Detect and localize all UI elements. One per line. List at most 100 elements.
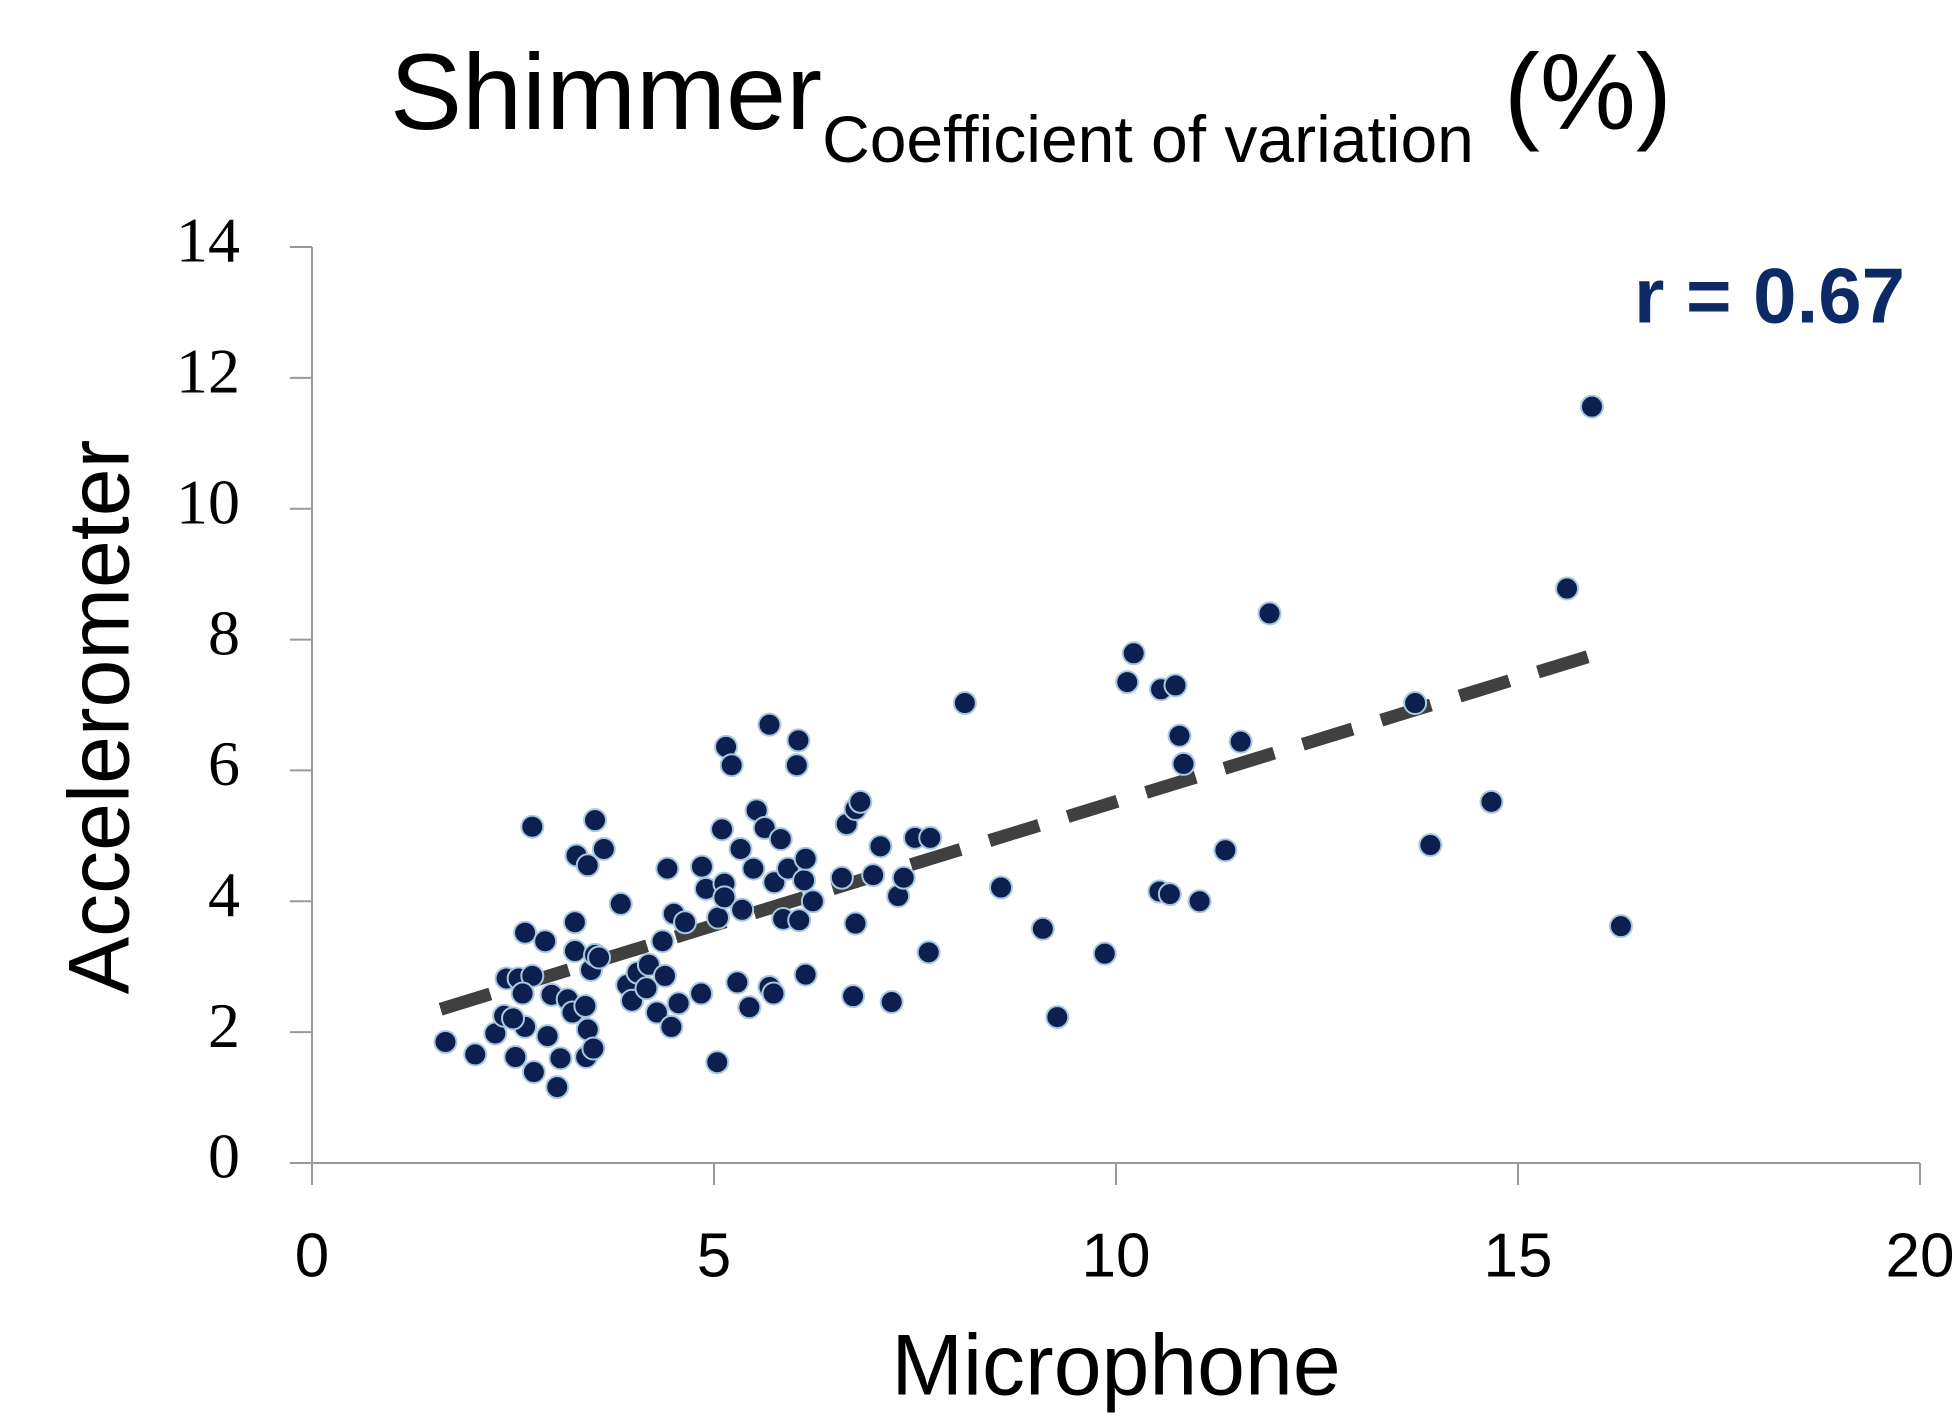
point: [659, 1014, 684, 1039]
annotation: r = 0.67: [1634, 252, 1905, 340]
point: [1121, 641, 1146, 666]
point: [891, 865, 916, 890]
point: [792, 868, 817, 893]
point: [501, 1006, 525, 1031]
point: [689, 981, 714, 1006]
title-subscript: Coefficient of variation: [822, 102, 1474, 176]
point: [1403, 691, 1428, 716]
point: [1187, 889, 1212, 914]
point: [737, 995, 762, 1020]
point: [533, 929, 558, 954]
y-tick-label: 10: [176, 466, 240, 537]
point: [573, 993, 598, 1018]
point: [1257, 601, 1282, 626]
point: [787, 908, 812, 933]
point: [879, 990, 904, 1015]
point: [800, 889, 825, 914]
point: [793, 962, 818, 987]
point: [1092, 941, 1117, 966]
point: [562, 939, 587, 964]
point: [575, 853, 600, 878]
point: [1579, 394, 1604, 419]
point: [503, 1045, 528, 1070]
point: [581, 1036, 606, 1061]
point: [1213, 838, 1238, 863]
point: [1030, 916, 1055, 941]
point: [1228, 729, 1253, 754]
point: [562, 910, 587, 935]
point: [655, 856, 680, 881]
point: [1157, 882, 1182, 907]
y-tick-label: 0: [208, 1121, 240, 1192]
point: [644, 1000, 669, 1025]
point: [689, 854, 714, 879]
point: [433, 1029, 458, 1054]
point: [583, 808, 608, 833]
point: [868, 834, 893, 859]
point: [587, 945, 612, 970]
point: [591, 836, 616, 861]
x-axis-label: Microphone: [891, 1318, 1340, 1414]
y-axis-label: Accelerometer: [52, 440, 148, 994]
point: [784, 753, 809, 778]
point: [1608, 914, 1633, 939]
point: [710, 817, 735, 842]
trend-line: [438, 649, 1593, 1016]
y-tick-label: 4: [208, 859, 240, 930]
y-tick-label: 14: [176, 205, 240, 276]
x-tick-label: 0: [295, 1221, 329, 1290]
y-tick-label: 12: [176, 336, 240, 407]
x-tick-label: 5: [697, 1221, 731, 1290]
point: [1171, 751, 1196, 776]
point: [918, 825, 943, 850]
point: [1163, 673, 1188, 698]
point: [841, 984, 866, 1009]
point: [829, 865, 854, 890]
point: [861, 863, 886, 888]
point: [652, 963, 677, 988]
title-main: Shimmer: [390, 31, 822, 152]
y-tick-label: 8: [208, 597, 240, 668]
point: [706, 905, 731, 930]
point: [545, 1075, 570, 1100]
point: [548, 1046, 573, 1071]
title-suffix: (%): [1504, 31, 1672, 152]
point: [1555, 576, 1580, 601]
point: [666, 991, 691, 1016]
point: [1479, 789, 1504, 814]
point: [520, 814, 545, 839]
point: [712, 885, 737, 910]
point: [521, 1060, 546, 1085]
point: [761, 981, 786, 1006]
point: [757, 712, 782, 737]
x-tick-label: 20: [1886, 1221, 1955, 1290]
point: [741, 856, 766, 881]
point: [1167, 723, 1192, 748]
point: [463, 1042, 488, 1067]
y-tick-label: 6: [208, 728, 240, 799]
point: [793, 846, 818, 871]
point: [719, 753, 744, 778]
point: [535, 1024, 560, 1049]
point: [786, 728, 811, 753]
chart-title: ShimmerCoefficient of variation (%): [390, 31, 1672, 177]
point: [705, 1050, 730, 1075]
point: [1115, 670, 1140, 695]
point: [916, 940, 941, 965]
point: [634, 976, 659, 1001]
point: [730, 897, 755, 922]
point: [608, 891, 633, 916]
point: [650, 929, 675, 954]
point: [510, 981, 535, 1006]
point: [768, 827, 793, 852]
x-tick-label: 10: [1082, 1221, 1151, 1290]
point: [725, 970, 750, 995]
point: [728, 836, 753, 861]
point: [673, 910, 698, 935]
point: [952, 691, 977, 716]
point: [513, 920, 538, 945]
point: [843, 911, 868, 936]
point: [848, 789, 873, 814]
x-tick-label: 15: [1484, 1221, 1553, 1290]
